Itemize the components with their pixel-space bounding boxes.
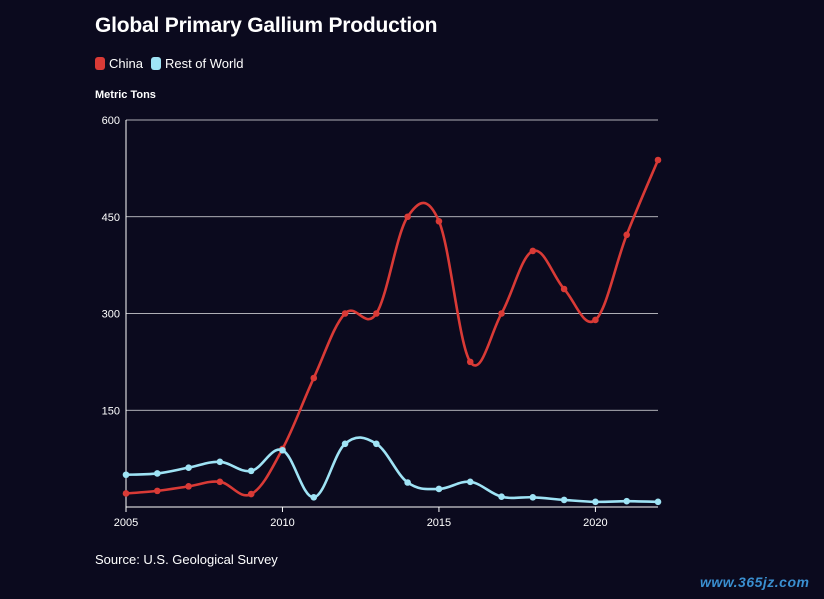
data-point-rest-of-world-2015 [435, 485, 443, 493]
data-point-china-2005 [122, 490, 130, 497]
data-point-rest-of-world-2008 [216, 458, 224, 466]
series-line-china [125, 159, 660, 497]
data-point-rest-of-world-2007 [185, 464, 192, 471]
legend-label-rest-of-world: Rest of World [164, 56, 244, 71]
x-tick-label-2015: 2015 [427, 517, 451, 529]
legend: China Rest of World [95, 56, 251, 71]
source-note: Source: U.S. Geological Survey [95, 552, 278, 567]
data-point-rest-of-world-2009 [247, 467, 255, 475]
data-point-rest-of-world-2010 [279, 446, 286, 454]
data-point-rest-of-world-2013 [373, 440, 380, 448]
data-point-rest-of-world-2022 [654, 498, 662, 506]
data-point-china-2006 [153, 487, 161, 495]
data-point-rest-of-world-2014 [404, 479, 411, 486]
watermark: www.365jz.com [700, 574, 810, 590]
x-tick-label-2020: 2020 [583, 517, 607, 529]
data-point-rest-of-world-2018 [529, 494, 537, 501]
legend-item-rest-of-world[interactable]: Rest of World [150, 56, 244, 71]
data-point-china-2019 [560, 285, 568, 293]
legend-label-china: China [109, 56, 143, 71]
data-point-rest-of-world-2005 [122, 471, 130, 479]
data-point-rest-of-world-2019 [560, 496, 568, 504]
x-tick-label-2010: 2010 [270, 517, 294, 529]
data-point-rest-of-world-2012 [341, 440, 349, 448]
x-tick-label-2005: 2005 [114, 517, 138, 529]
data-point-china-2011 [310, 374, 318, 382]
data-point-rest-of-world-2017 [498, 493, 505, 500]
y-tick-label-600: 600 [102, 115, 120, 127]
legend-item-china[interactable]: China [95, 56, 143, 71]
y-axis-label: Metric Tons [95, 89, 156, 101]
data-point-china-2008 [216, 478, 224, 486]
legend-swatch-china [95, 57, 105, 70]
data-point-china-2016 [466, 358, 474, 366]
y-tick-label-300: 300 [102, 309, 120, 321]
data-point-rest-of-world-2011 [310, 494, 318, 501]
data-point-china-2021 [623, 231, 631, 239]
data-point-china-2009 [247, 490, 255, 498]
data-point-rest-of-world-2016 [466, 478, 474, 486]
data-point-rest-of-world-2021 [623, 497, 631, 505]
data-point-china-2014 [404, 213, 411, 221]
y-tick-label-150: 150 [102, 405, 120, 417]
data-point-china-2015 [435, 217, 443, 225]
data-point-rest-of-world-2006 [153, 470, 161, 477]
data-point-china-2007 [185, 483, 192, 490]
chart-title: Global Primary Gallium Production [95, 14, 438, 37]
y-tick-label-450: 450 [102, 212, 120, 224]
series-line-rest-of-world [125, 436, 659, 504]
data-point-china-2022 [654, 156, 662, 164]
legend-swatch-rest-of-world [150, 57, 161, 70]
data-point-rest-of-world-2020 [592, 498, 599, 506]
data-point-china-2017 [498, 310, 505, 317]
data-point-china-2013 [373, 310, 380, 317]
data-point-china-2020 [592, 316, 599, 324]
data-point-china-2012 [341, 310, 349, 317]
data-point-china-2018 [529, 247, 537, 255]
